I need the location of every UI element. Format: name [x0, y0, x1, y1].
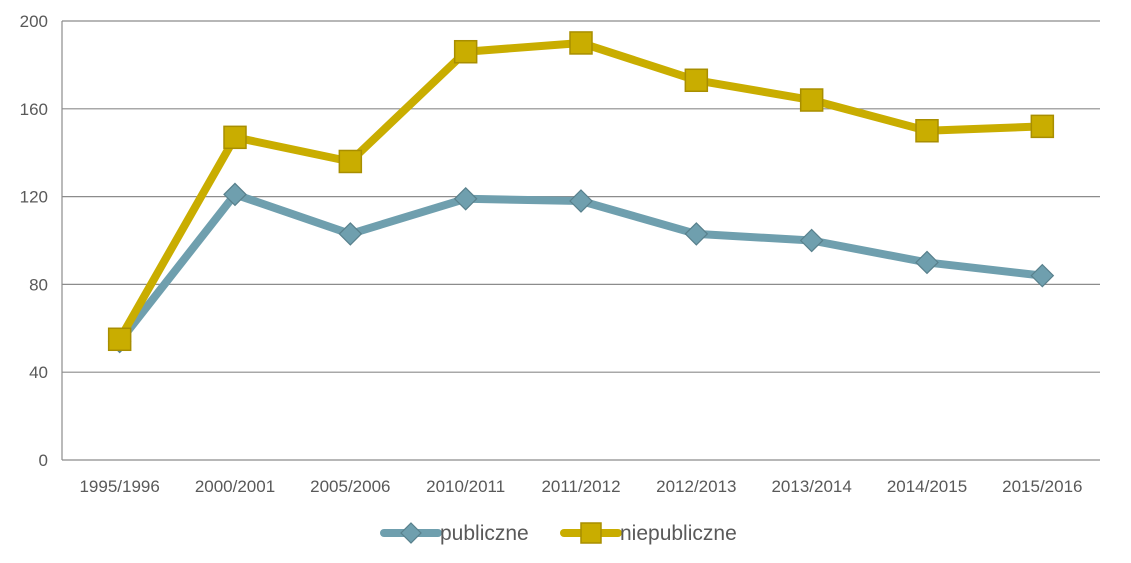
- series-layer: [107, 31, 1055, 354]
- legend: publiczne niepubliczne: [380, 522, 737, 545]
- x-tick-label: 1995/1996: [79, 477, 159, 496]
- data-point-diamond: [338, 222, 363, 246]
- y-axis-labels: 0 40 80 120 160 200: [20, 12, 48, 470]
- x-tick-label: 2013/2014: [771, 477, 851, 496]
- data-point-square: [569, 31, 593, 55]
- x-tick-label: 2012/2013: [656, 477, 736, 496]
- data-point-square: [1030, 114, 1055, 139]
- legend-label: publiczne: [440, 522, 529, 545]
- y-tick-label: 200: [20, 12, 48, 31]
- data-point-diamond: [1030, 263, 1055, 288]
- x-tick-label: 2010/2011: [426, 477, 505, 496]
- series-line: [115, 190, 1047, 346]
- x-tick-label: 2011/2012: [541, 477, 620, 496]
- y-tick-label: 160: [20, 100, 48, 119]
- x-tick-label: 2015/2016: [1002, 477, 1082, 496]
- data-point-diamond: [223, 182, 247, 207]
- data-point-square: [799, 88, 824, 112]
- data-point-square: [223, 125, 247, 150]
- data-point-diamond: [453, 186, 478, 211]
- series-niepubliczne: [107, 31, 1055, 352]
- y-tick-label: 40: [29, 363, 48, 382]
- legend-marker-diamond: [400, 522, 422, 544]
- data-point-square: [453, 39, 478, 64]
- data-point-diamond: [684, 222, 709, 246]
- legend-marker-square: [580, 522, 602, 544]
- y-tick-label: 0: [39, 451, 48, 470]
- x-tick-label: 2014/2015: [887, 477, 967, 496]
- data-point-diamond: [799, 228, 824, 253]
- legend-label: niepubliczne: [620, 522, 737, 545]
- data-point-diamond: [915, 250, 939, 275]
- series-publiczne: [107, 182, 1055, 354]
- data-point-diamond: [569, 189, 593, 213]
- data-point-square: [338, 149, 363, 174]
- legend-item: publiczne: [380, 522, 529, 545]
- legend-item: niepubliczne: [560, 522, 737, 545]
- x-tick-label: 2000/2001: [195, 477, 275, 496]
- y-tick-label: 120: [20, 188, 48, 207]
- x-tick-label: 2005/2006: [310, 477, 390, 496]
- grid-layer: [61, 20, 1100, 461]
- data-point-square: [684, 68, 709, 93]
- data-point-square: [915, 119, 939, 143]
- data-point-square: [107, 327, 132, 352]
- x-axis-labels: 1995/1996 2000/2001 2005/2006 2010/2011 2011…: [79, 477, 1082, 496]
- y-tick-label: 80: [29, 275, 48, 294]
